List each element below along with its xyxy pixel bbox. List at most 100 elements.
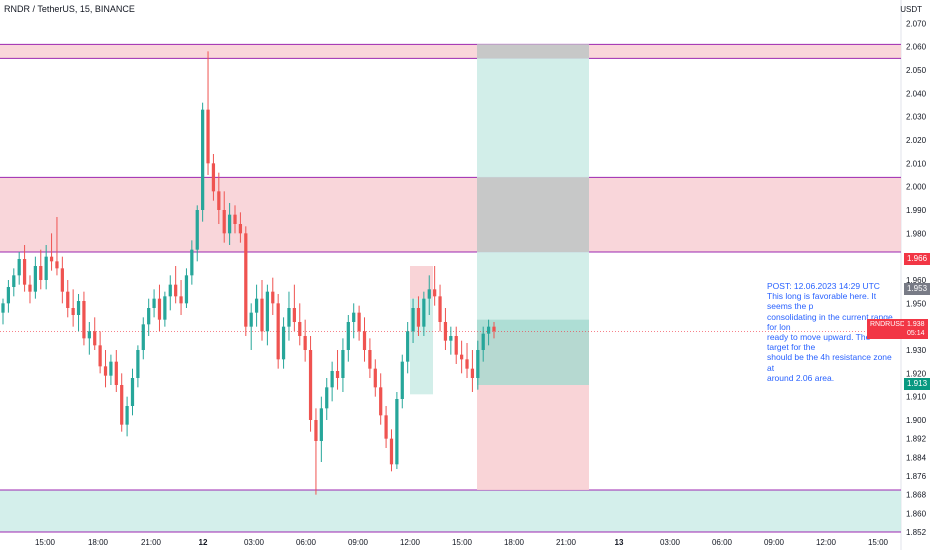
candle-body xyxy=(411,308,415,332)
candle-body xyxy=(163,296,167,320)
y-tick-label: 2.010 xyxy=(906,159,927,168)
candle-body xyxy=(308,350,313,420)
stop-price-tag: 1.966 xyxy=(904,253,931,265)
y-tick-label: 2.000 xyxy=(906,183,927,192)
candle-body xyxy=(373,368,377,388)
y-tick-label: 2.060 xyxy=(906,43,927,52)
y-tick-label: 1.892 xyxy=(906,435,927,444)
candle-body xyxy=(17,259,21,276)
candle-body xyxy=(12,275,16,287)
candle-body xyxy=(39,266,43,280)
candle-body xyxy=(82,301,86,339)
candle-body xyxy=(179,296,183,304)
candle-body xyxy=(260,298,264,332)
candle-body xyxy=(287,308,291,327)
candle-body xyxy=(147,308,151,325)
candle-body xyxy=(443,322,448,341)
y-tick-label: 1.950 xyxy=(906,299,927,308)
candle-body xyxy=(292,308,296,322)
candle-body xyxy=(416,308,421,327)
y-tick-label: 2.070 xyxy=(906,19,927,28)
candle-body xyxy=(319,408,323,441)
x-tick-label: 21:00 xyxy=(141,538,162,547)
candle-body xyxy=(184,275,189,304)
y-tick-label: 1.930 xyxy=(906,346,927,355)
y-tick-label: 1.860 xyxy=(906,509,927,518)
price-axis-currency: USDT xyxy=(900,5,922,14)
candle-body xyxy=(114,361,118,385)
y-tick-label: 2.020 xyxy=(906,136,927,145)
candle-body xyxy=(341,350,345,378)
candle-body xyxy=(249,312,253,327)
x-tick-label: 12:00 xyxy=(816,538,837,547)
candle-body xyxy=(400,361,404,399)
candle-body xyxy=(330,371,334,388)
candle-body xyxy=(168,284,172,297)
idea-annotation-text: POST: 12.06.2023 14:29 UTC This long is … xyxy=(767,281,893,383)
x-tick-label: 18:00 xyxy=(88,538,109,547)
x-tick-label: 06:00 xyxy=(296,538,317,547)
y-tick-label: 2.050 xyxy=(906,66,927,75)
zone-band-0 xyxy=(0,44,901,59)
candle-body xyxy=(22,259,27,285)
candle-body xyxy=(325,387,329,409)
candle-body xyxy=(217,191,221,210)
candle-body xyxy=(352,312,356,322)
x-tick-label: 12:00 xyxy=(400,538,421,547)
y-tick-label: 1.900 xyxy=(906,416,927,425)
candle-body xyxy=(476,350,480,378)
candle-body xyxy=(449,336,453,341)
y-tick-label: 1.876 xyxy=(906,472,927,481)
candle-body xyxy=(152,298,156,308)
long-overlap-gray-0 xyxy=(477,44,589,59)
candle-body xyxy=(271,291,275,304)
y-tick-label: 1.852 xyxy=(906,528,927,537)
y-tick-label: 1.920 xyxy=(906,369,927,378)
candle-body xyxy=(433,289,437,297)
candle-body xyxy=(244,233,248,327)
candle-body xyxy=(368,350,372,369)
x-tick-label: 13 xyxy=(615,538,624,547)
x-tick-label: 21:00 xyxy=(556,538,577,547)
candle-body xyxy=(1,303,5,313)
candle-body xyxy=(238,224,243,234)
candle-body xyxy=(227,214,232,234)
candle-body xyxy=(76,301,81,315)
long-overlap-gray-1 xyxy=(477,177,589,252)
candle-body xyxy=(174,284,178,297)
candle-body xyxy=(55,261,59,269)
candle-body xyxy=(233,214,237,224)
x-tick-label: 09:00 xyxy=(764,538,785,547)
candle-body xyxy=(406,331,410,362)
candle-body xyxy=(384,415,388,439)
y-tick-label: 2.030 xyxy=(906,113,927,122)
candle-body xyxy=(28,284,32,292)
symbol-title[interactable]: RNDR / TetherUS, 15, BINANCE xyxy=(4,4,135,14)
y-tick-label: 2.040 xyxy=(906,89,927,98)
y-tick-label: 1.884 xyxy=(906,453,927,462)
zone-band-1 xyxy=(0,177,901,252)
candle-body xyxy=(454,336,458,355)
candle-body xyxy=(281,326,286,360)
candle-body xyxy=(379,387,383,416)
candle-body xyxy=(136,350,140,378)
y-tick-label: 1.960 xyxy=(906,276,927,285)
candle-body xyxy=(465,359,469,369)
candle-body xyxy=(254,298,259,313)
candle-body xyxy=(6,287,11,304)
candle-body xyxy=(222,210,226,234)
candle-body xyxy=(346,322,350,350)
y-tick-label: 1.910 xyxy=(906,393,927,402)
support-price-tag: 1.913 xyxy=(904,378,931,390)
candle-body xyxy=(362,331,367,350)
candle-body xyxy=(190,249,194,276)
candle-body xyxy=(66,291,70,308)
candle-body xyxy=(335,371,340,378)
candle-body xyxy=(125,406,129,425)
x-tick-label: 12 xyxy=(199,538,208,547)
candle-body xyxy=(470,368,475,378)
symbol-price-tag-label: RNDRUSDT xyxy=(870,321,910,328)
candle-body xyxy=(87,331,91,339)
